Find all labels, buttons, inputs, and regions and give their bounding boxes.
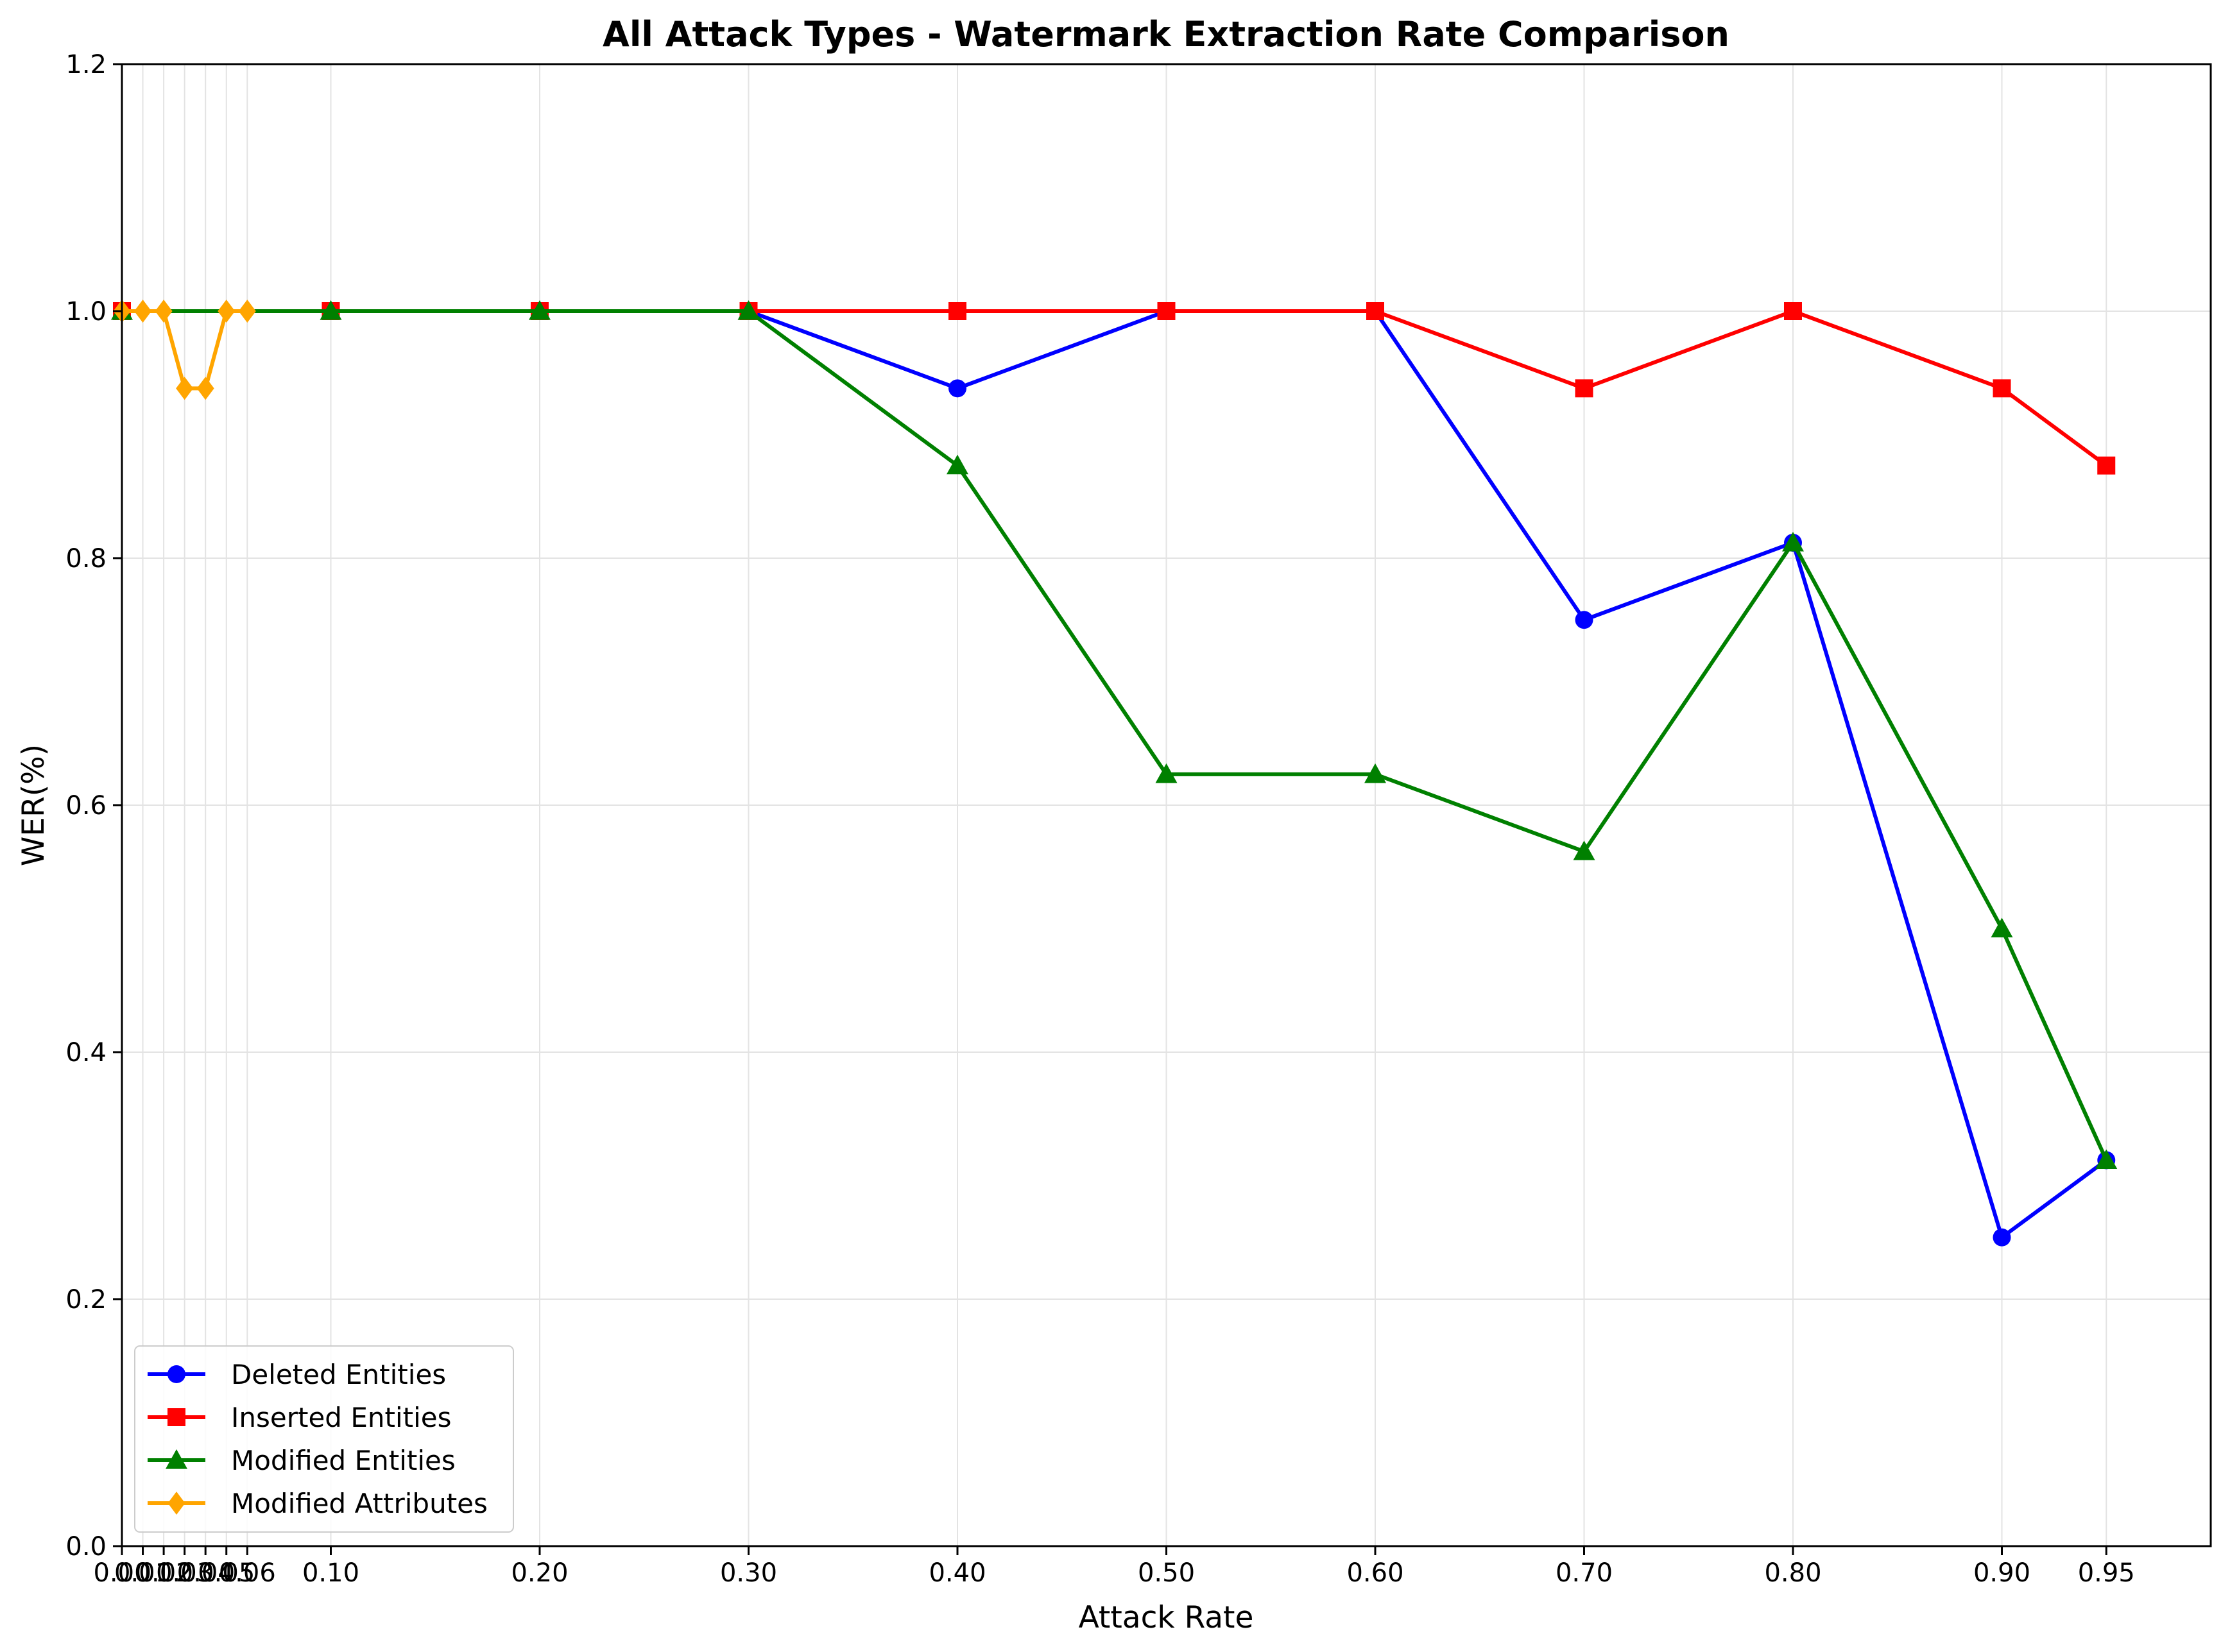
data-point-modified-entities	[1991, 917, 2013, 938]
y-tick-label: 0.0	[65, 1532, 107, 1562]
x-tick-label: 0.90	[1973, 1558, 2030, 1588]
data-point-modified-attributes	[218, 300, 236, 323]
y-tick-label: 0.6	[65, 791, 107, 821]
legend-label-inserted-entities: Inserted Entities	[231, 1402, 451, 1433]
legend-marker-modified-attributes	[167, 1492, 185, 1515]
data-point-modified-attributes	[196, 377, 214, 400]
data-point-modified-entities	[2095, 1149, 2118, 1170]
x-tick-label: 0.80	[1764, 1558, 1821, 1588]
data-point-deleted-entities	[1993, 1228, 2011, 1247]
x-tick-label: 0.30	[720, 1558, 777, 1588]
y-tick-label: 0.4	[65, 1038, 107, 1068]
x-tick-label: 0.70	[1556, 1558, 1613, 1588]
legend-frame	[134, 1345, 514, 1533]
data-point-modified-attributes	[155, 300, 173, 323]
data-point-modified-entities	[529, 300, 551, 320]
data-point-inserted-entities	[1366, 302, 1384, 320]
x-tick-label: 0.50	[1138, 1558, 1195, 1588]
series-layer	[111, 300, 2118, 1247]
x-tick-label: 0.10	[302, 1558, 359, 1588]
y-tick-label: 0.8	[65, 544, 107, 574]
data-point-deleted-entities	[1575, 611, 1593, 629]
x-tick-label: 0.04	[177, 1558, 234, 1588]
x-tick-label: 0.60	[1346, 1558, 1403, 1588]
y-tick-label: 0.2	[65, 1285, 107, 1315]
chart-title: All Attack Types - Watermark Extraction …	[603, 14, 1729, 55]
x-axis-label: Attack Rate	[1079, 1600, 1254, 1635]
legend-marker-inserted-entities	[167, 1408, 185, 1426]
data-point-inserted-entities	[1993, 379, 2011, 398]
x-tick-label: 0.20	[511, 1558, 568, 1588]
data-point-inserted-entities	[948, 302, 966, 320]
y-axis-label: WER(%)	[16, 744, 51, 866]
legend-label-modified-attributes: Modified Attributes	[231, 1488, 488, 1519]
legend-marker-deleted-entities	[167, 1365, 185, 1383]
legend-marker-modified-entities	[166, 1449, 187, 1469]
data-point-inserted-entities	[1575, 379, 1593, 398]
legend-label-deleted-entities: Deleted Entities	[231, 1359, 446, 1390]
x-axis-ticks: 0.000.010.020.030.040.050.06 0.10 0.20 0.30…	[93, 1546, 2135, 1588]
legend: Deleted Entities Inserted Entities Modifie…	[134, 1345, 514, 1533]
x-tick-label: 0.95	[2078, 1558, 2135, 1588]
x-tick-label: 0.40	[929, 1558, 986, 1588]
data-point-modified-entities	[1573, 840, 1595, 860]
y-tick-label: 1.0	[65, 297, 107, 327]
y-axis-ticks: 0.0 0.2 0.4 0.6 0.8 1.0 1.2	[65, 50, 122, 1562]
x-tick-label: 0.02	[135, 1558, 193, 1588]
data-point-deleted-entities	[948, 379, 966, 398]
legend-items: Deleted Entities Inserted Entities Modifie…	[148, 1359, 488, 1519]
data-point-modified-entities	[947, 454, 968, 475]
y-tick-label: 1.2	[65, 50, 107, 80]
data-point-modified-attributes	[134, 300, 152, 323]
x-tick-label: 0.05	[198, 1558, 255, 1588]
x-tick-label: 0.06	[219, 1558, 276, 1588]
data-point-modified-entities	[1364, 763, 1386, 783]
data-point-inserted-entities	[1157, 302, 1176, 320]
data-point-inserted-entities	[2097, 456, 2116, 475]
x-tick-label: 0.03	[156, 1558, 213, 1588]
data-point-modified-attributes	[238, 300, 256, 323]
data-point-modified-entities	[320, 300, 342, 320]
legend-label-modified-entities: Modified Entities	[231, 1445, 456, 1476]
series-modified-entities	[111, 300, 2118, 1170]
data-point-modified-entities	[1782, 531, 1804, 552]
x-tick-label: 0.01	[114, 1558, 171, 1588]
data-point-modified-entities	[737, 300, 760, 320]
data-point-modified-entities	[1155, 763, 1178, 783]
data-point-inserted-entities	[1784, 302, 1802, 320]
x-tick-label: 0.00	[93, 1558, 150, 1588]
data-point-modified-attributes	[176, 377, 194, 400]
